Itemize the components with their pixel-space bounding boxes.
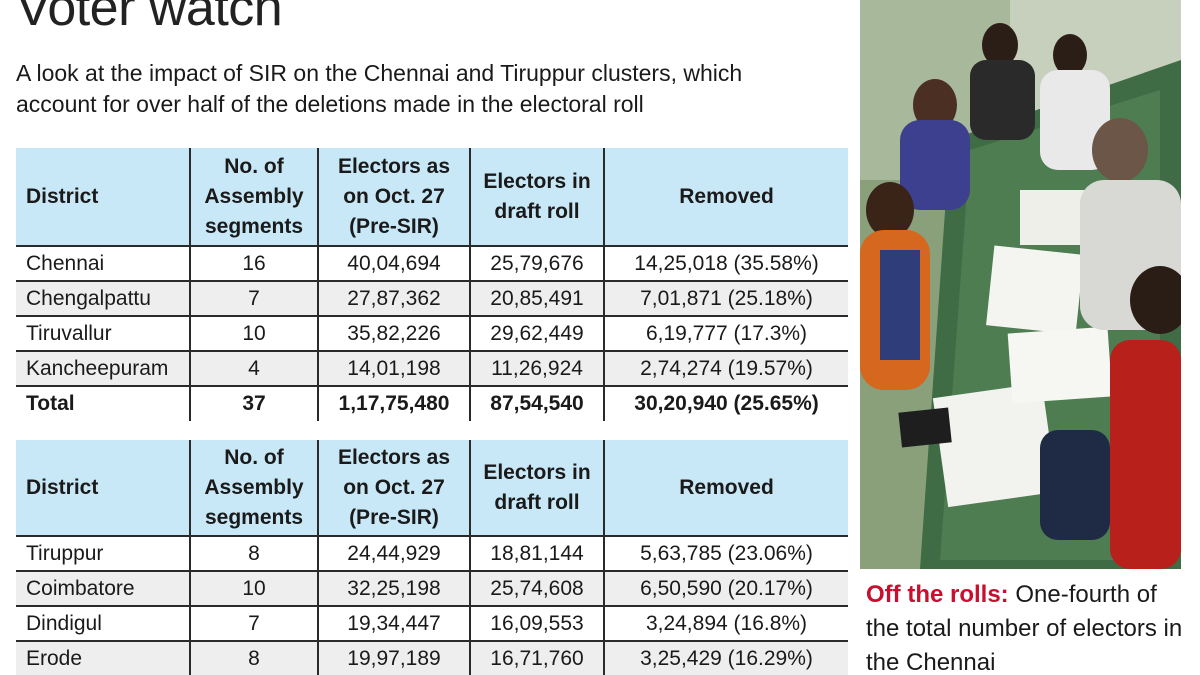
table-cell: Kancheepuram [16, 351, 190, 387]
table-cell: 11,26,924 [469, 351, 604, 387]
table-cell: 32,25,198 [317, 571, 470, 607]
table-cell: Coimbatore [16, 571, 190, 607]
table-cell: Chennai [16, 246, 190, 282]
table-cell: 24,44,929 [317, 536, 470, 572]
table-cell: Tiruvallur [16, 316, 190, 352]
table-total-row: Total 37 1,17,75,480 87,54,540 30,20,940… [16, 386, 848, 421]
column-header: Removed [603, 440, 848, 536]
table-cell: 16,71,760 [469, 641, 604, 675]
table-cell: 4 [189, 351, 318, 387]
table-cell: 7 [189, 606, 318, 642]
table-cell: 5,63,785 (23.06%) [603, 536, 848, 572]
caption-lead: Off the rolls: [866, 581, 1009, 608]
table-row: Coimbatore 10 32,25,198 25,74,608 6,50,5… [16, 571, 848, 607]
table-cell: 14,25,018 (35.58%) [603, 246, 848, 282]
table-cell: 6,19,777 (17.3%) [603, 316, 848, 352]
headline: Voter watch [16, 0, 283, 37]
table-cell: Tiruppur [16, 536, 190, 572]
table-cell: 16 [189, 246, 318, 282]
photo-caption: Off the rolls: One-fourth of the total n… [866, 578, 1186, 675]
table-cell: 3,24,894 (16.8%) [603, 606, 848, 642]
table-cell: 10 [189, 316, 318, 352]
table-cell: 40,04,694 [317, 246, 470, 282]
column-header: District [16, 148, 190, 246]
column-header: Electors in draft roll [469, 148, 604, 246]
table-cell: 29,62,449 [469, 316, 604, 352]
column-header: No. of Assembly segments [189, 148, 318, 246]
table-cell: Erode [16, 641, 190, 675]
table-cell: 30,20,940 (25.65%) [603, 386, 848, 421]
table-cell: 7 [189, 281, 318, 317]
column-header: No. of Assembly segments [189, 440, 318, 536]
table-cell: 20,85,491 [469, 281, 604, 317]
table-row: Tiruvallur 10 35,82,226 29,62,449 6,19,7… [16, 316, 848, 352]
news-photo [860, 0, 1181, 569]
table-cell: 19,97,189 [317, 641, 470, 675]
table-cell: 8 [189, 536, 318, 572]
table-cell: 19,34,447 [317, 606, 470, 642]
table-cell: 25,79,676 [469, 246, 604, 282]
table-cell: 14,01,198 [317, 351, 470, 387]
table-cell: Chengalpattu [16, 281, 190, 317]
table-cell: 25,74,608 [469, 571, 604, 607]
table-row: Chennai 16 40,04,694 25,79,676 14,25,018… [16, 246, 848, 282]
subheadline: A look at the impact of SIR on the Chenn… [16, 60, 743, 117]
table-cell: 16,09,553 [469, 606, 604, 642]
table-cell: 2,74,274 (19.57%) [603, 351, 848, 387]
table-cell: 37 [189, 386, 318, 421]
table-row: Dindigul 7 19,34,447 16,09,553 3,24,894 … [16, 606, 848, 642]
table-row: Erode 8 19,97,189 16,71,760 3,25,429 (16… [16, 641, 848, 675]
column-header: District [16, 440, 190, 536]
table-cell: 18,81,144 [469, 536, 604, 572]
table-row: Tiruppur 8 24,44,929 18,81,144 5,63,785 … [16, 536, 848, 572]
table-cell: Total [26, 392, 75, 415]
column-header: Electors in draft roll [469, 440, 604, 536]
column-header: Electors as on Oct. 27 (Pre-SIR) [317, 148, 470, 246]
table-row: Chengalpattu 7 27,87,362 20,85,491 7,01,… [16, 281, 848, 317]
table-cell: 3,25,429 (16.29%) [603, 641, 848, 675]
table-cell: 35,82,226 [317, 316, 470, 352]
table-cell: 8 [189, 641, 318, 675]
chennai-cluster-table: District No. of Assembly segments Electo… [16, 148, 848, 421]
table-cell: 87,54,540 [469, 386, 604, 421]
table-cell: 27,87,362 [317, 281, 470, 317]
column-header: Removed [603, 148, 848, 246]
table-row: Kancheepuram 4 14,01,198 11,26,924 2,74,… [16, 351, 848, 387]
tiruppur-cluster-table: District No. of Assembly segments Electo… [16, 440, 848, 675]
table-cell: 6,50,590 (20.17%) [603, 571, 848, 607]
table-cell: Dindigul [16, 606, 190, 642]
table-cell: 10 [189, 571, 318, 607]
table-header-row: District No. of Assembly segments Electo… [16, 440, 848, 536]
table-cell: 7,01,871 (25.18%) [603, 281, 848, 317]
column-header: Electors as on Oct. 27 (Pre-SIR) [317, 440, 470, 536]
caption-text: One-fourth of the total number of electo… [866, 581, 1183, 675]
table-header-row: District No. of Assembly segments Electo… [16, 148, 848, 246]
table-cell: 1,17,75,480 [317, 386, 470, 421]
